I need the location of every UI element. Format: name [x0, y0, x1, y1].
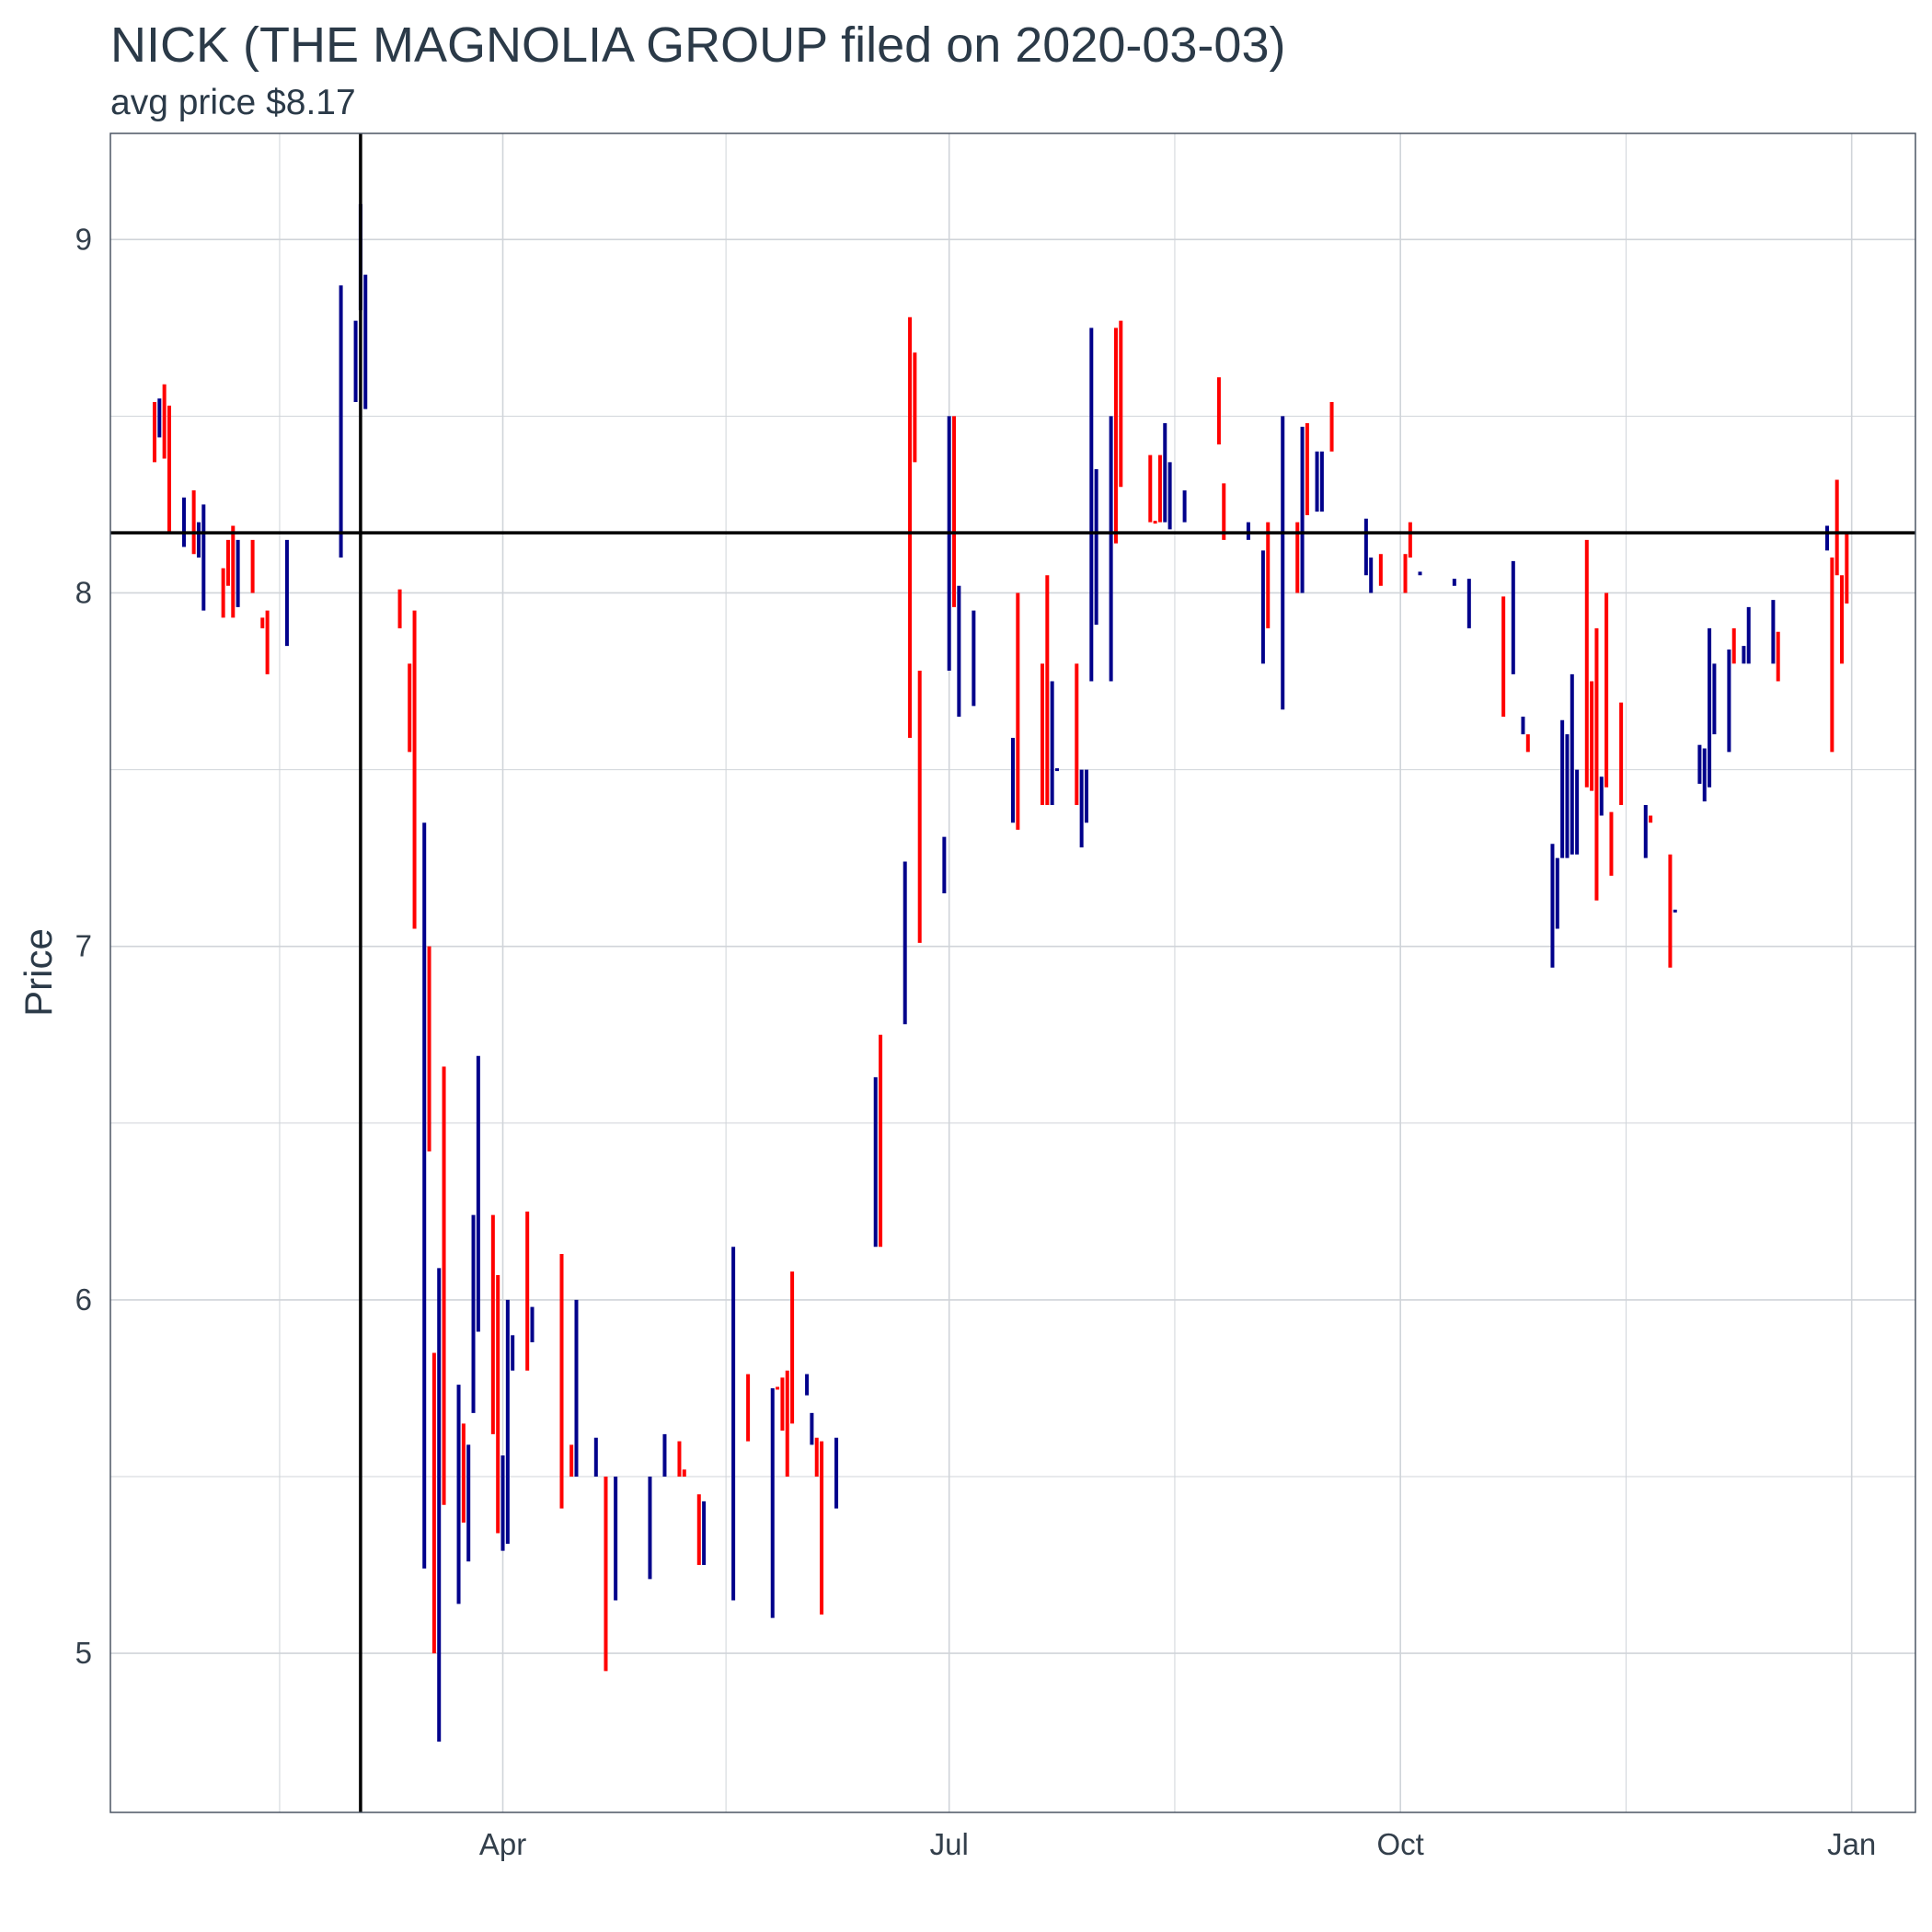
x-tick-label: Jul [930, 1827, 969, 1861]
chart-title: NICK (THE MAGNOLIA GROUP filed on 2020-0… [110, 17, 1286, 73]
y-axis-title: Price [17, 928, 60, 1017]
x-tick-label: Oct [1377, 1827, 1424, 1861]
axis-labels: 5 6 7 8 9 Apr Jul Oct Jan [75, 222, 1877, 1861]
x-tick-label: Jan [1827, 1827, 1876, 1861]
y-tick-label: 9 [75, 222, 92, 256]
y-tick-label: 7 [75, 929, 92, 963]
y-tick-label: 5 [75, 1636, 92, 1670]
y-tick-label: 6 [75, 1282, 92, 1317]
grid-layer [110, 133, 1915, 1812]
y-tick-label: 8 [75, 575, 92, 609]
x-tick-label: Apr [479, 1827, 526, 1861]
reference-lines [110, 133, 1915, 1812]
chart-subtitle: avg price $8.17 [110, 83, 356, 122]
ohlc-bars [152, 203, 1849, 1742]
plot-border [109, 132, 1916, 1813]
